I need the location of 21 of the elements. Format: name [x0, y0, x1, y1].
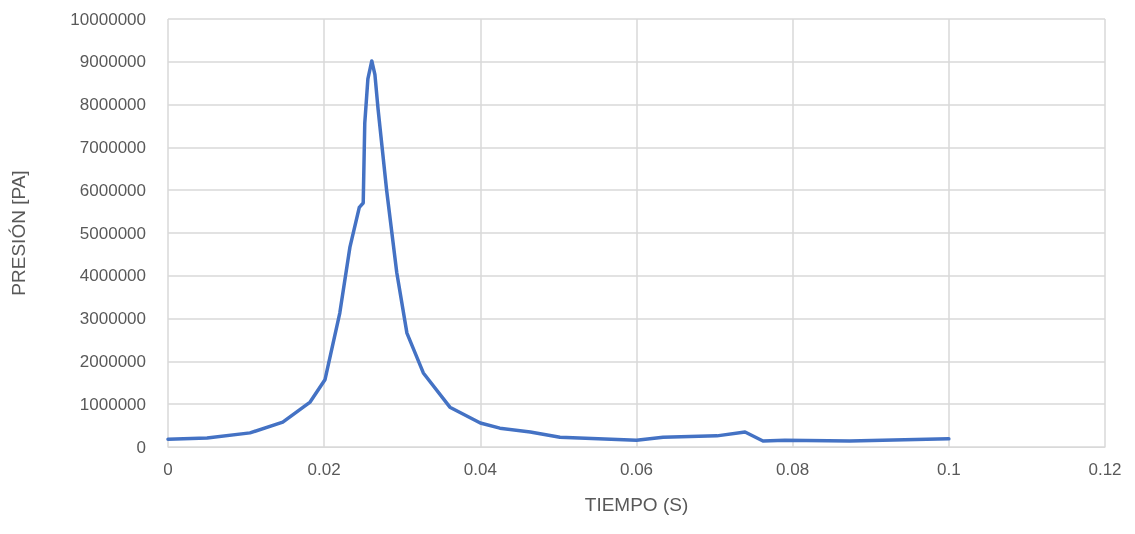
- y-tick-label: 0: [136, 437, 146, 457]
- y-tick-label: 3000000: [79, 309, 146, 329]
- x-axis-title: TIEMPO (S): [584, 494, 689, 515]
- x-tick-label: 0.02: [307, 460, 341, 479]
- y-tick-label: 10000000: [70, 9, 146, 29]
- x-tick-label: 0.04: [463, 460, 497, 479]
- y-tick-label: 4000000: [79, 266, 146, 286]
- line-series: [166, 59, 951, 443]
- y-tick-label: 7000000: [79, 137, 146, 157]
- x-tick-label: 0.08: [776, 460, 810, 479]
- x-tick-label: 0: [163, 460, 173, 479]
- x-tick-label: 0.06: [619, 460, 654, 479]
- y-tick-label: 6000000: [79, 180, 146, 200]
- y-tick-label: 2000000: [79, 351, 146, 371]
- y-axis-title: PRESIÓN [PA]: [8, 170, 29, 296]
- y-tick-label: 1000000: [79, 394, 146, 414]
- y-tick-label: 5000000: [79, 223, 146, 243]
- y-tick-label: 8000000: [79, 95, 146, 115]
- x-tick-label: 0.1: [937, 460, 961, 479]
- y-tick-label: 9000000: [79, 52, 146, 72]
- x-tick-label: 0.12: [1088, 460, 1122, 479]
